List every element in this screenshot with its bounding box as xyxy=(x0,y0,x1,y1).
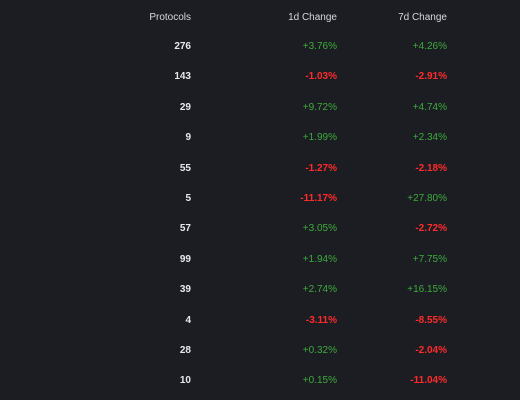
change-7d-value: -2.18% xyxy=(415,162,447,174)
table-row[interactable]: 39 +2.74% +16.15% xyxy=(0,275,520,305)
table-row[interactable]: 143 -1.03% -2.91% xyxy=(0,62,520,92)
change-7d-value: -8.55% xyxy=(415,314,447,326)
table-row[interactable]: 10 +0.15% -11.04% xyxy=(0,366,520,396)
change-7d-value: -2.91% xyxy=(415,71,447,83)
change-7d-column-header[interactable]: 7d Change xyxy=(398,12,447,23)
table-row[interactable]: 9 +1.99% +2.34% xyxy=(0,123,520,153)
change-7d-value: -11.04% xyxy=(410,375,447,387)
change-1d-value: +0.15% xyxy=(302,375,337,387)
protocols-count: 4 xyxy=(185,314,191,326)
table-row[interactable]: 276 +3.76% +4.26% xyxy=(0,32,520,62)
change-7d-value: +27.80% xyxy=(407,193,447,204)
protocols-column-header[interactable]: Protocols xyxy=(149,12,191,23)
change-1d-value: -11.17% xyxy=(300,193,337,204)
change-1d-value: +3.05% xyxy=(302,223,337,235)
change-1d-value: -1.27% xyxy=(305,162,337,174)
change-1d-value: +0.32% xyxy=(302,345,337,356)
change-1d-value: +1.94% xyxy=(302,253,337,265)
protocols-count: 276 xyxy=(174,41,191,52)
protocols-count: 99 xyxy=(179,253,191,265)
change-1d-value: +9.72% xyxy=(302,101,337,113)
change-1d-value: +3.76% xyxy=(302,41,337,52)
change-7d-value: -2.72% xyxy=(415,223,447,235)
change-7d-value: +4.74% xyxy=(412,101,447,113)
change-1d-value: -1.03% xyxy=(305,71,337,83)
table-row[interactable]: 28 +0.32% -2.04% xyxy=(0,336,520,366)
change-1d-column-header[interactable]: 1d Change xyxy=(288,12,337,23)
table-row[interactable]: 4 -3.11% -8.55% xyxy=(0,306,520,336)
change-7d-value: +16.15% xyxy=(407,284,447,296)
protocols-count: 29 xyxy=(179,101,191,113)
protocols-count: 57 xyxy=(179,223,191,235)
protocols-count: 39 xyxy=(179,284,191,296)
protocols-count: 28 xyxy=(179,345,191,356)
change-1d-value: +2.74% xyxy=(302,284,337,296)
table-header: Protocols 1d Change 7d Change xyxy=(0,0,520,34)
protocols-count: 10 xyxy=(179,375,191,387)
table-row[interactable]: 29 +9.72% +4.74% xyxy=(0,93,520,123)
change-7d-value: -2.04% xyxy=(415,345,447,356)
table-row[interactable]: 5 -11.17% +27.80% xyxy=(0,184,520,214)
change-7d-value: +7.75% xyxy=(412,253,447,265)
protocols-count: 5 xyxy=(185,193,191,204)
change-1d-value: +1.99% xyxy=(302,132,337,144)
protocols-count: 55 xyxy=(179,162,191,174)
table-row[interactable]: 55 -1.27% -2.18% xyxy=(0,154,520,184)
change-7d-value: +2.34% xyxy=(412,132,447,144)
protocols-count: 143 xyxy=(174,71,191,83)
change-7d-value: +4.26% xyxy=(412,41,447,52)
table-row[interactable]: 57 +3.05% -2.72% xyxy=(0,214,520,244)
protocols-count: 9 xyxy=(185,132,191,144)
change-1d-value: -3.11% xyxy=(305,314,337,326)
table-row[interactable]: 99 +1.94% +7.75% xyxy=(0,245,520,275)
